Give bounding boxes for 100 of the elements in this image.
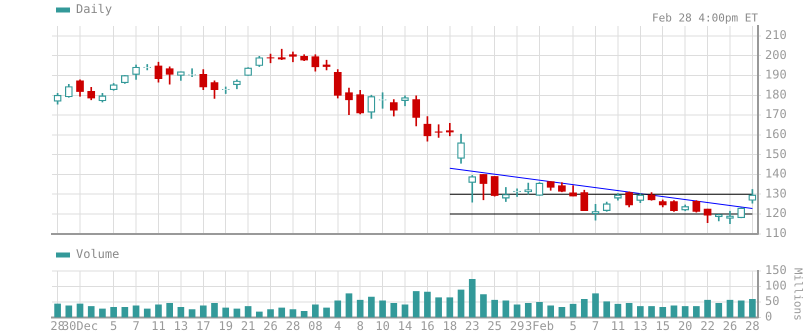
bar [54, 304, 61, 318]
bar [155, 304, 162, 318]
bar [458, 290, 464, 318]
x-tick-label: 28 [286, 318, 300, 333]
bar [704, 300, 711, 318]
bar [110, 307, 117, 318]
bar [200, 305, 207, 318]
x-tick-label: 28 [745, 318, 760, 333]
bar [726, 300, 734, 318]
y-tick-label: 150 [765, 146, 787, 161]
y-tick-label: 160 [765, 126, 787, 141]
x-tick-label: 11 [610, 318, 626, 333]
bar [132, 305, 140, 318]
x-tick-label: 8 [356, 318, 364, 333]
x-tick-label: 17 [196, 318, 211, 333]
bar [480, 294, 487, 318]
bar [570, 304, 576, 318]
bar [222, 308, 230, 318]
bar [603, 301, 610, 318]
bar [749, 298, 756, 318]
x-tick-label: 7 [592, 318, 600, 333]
legend-label: Daily [76, 2, 112, 16]
x-tick-label: 3Feb [525, 318, 554, 333]
candlestick [592, 204, 600, 220]
bar [267, 309, 274, 318]
x-tick-label: 14 [398, 318, 412, 333]
bar [524, 302, 532, 318]
bar [412, 291, 420, 318]
bar [278, 308, 286, 318]
bar [536, 302, 543, 318]
x-tick-label: 10 [375, 318, 390, 333]
x-tick-label: 4 [334, 318, 342, 333]
bar [637, 306, 644, 318]
y-tick-label: 210 [765, 28, 787, 42]
bar [122, 307, 128, 318]
x-tick-label: 20 [678, 318, 692, 333]
bar [256, 312, 263, 318]
bar [379, 300, 386, 318]
bar [670, 305, 678, 318]
bar [402, 304, 408, 318]
y-tick-label: 100 [765, 278, 787, 293]
bar [682, 306, 688, 318]
x-tick-label: 29 [510, 318, 524, 333]
bar [435, 297, 442, 318]
y-tick-label: 120 [765, 206, 787, 220]
bar [166, 302, 173, 318]
bar [390, 302, 398, 318]
x-tick-label: 13 [633, 318, 648, 333]
bar [547, 305, 554, 318]
bar [693, 306, 700, 318]
y-tick-label: 140 [765, 166, 787, 181]
y-tick-label: 110 [765, 226, 787, 240]
bar [88, 306, 95, 318]
bar [580, 298, 588, 318]
bar [356, 300, 364, 318]
candlestick [322, 60, 330, 70]
y-tick-label: 130 [765, 186, 787, 200]
bar [468, 279, 476, 318]
x-tick-label: 11 [151, 318, 166, 333]
bar [368, 296, 375, 318]
x-tick-label: 19 [218, 318, 233, 333]
bar [323, 308, 330, 318]
y-tick-label: 50 [765, 294, 780, 308]
bar [614, 304, 622, 318]
x-tick-label: 08 [308, 318, 323, 333]
legend-label: Volume [76, 247, 120, 262]
bar [738, 300, 745, 318]
bar [178, 307, 184, 318]
y-tick-label: 170 [765, 107, 787, 122]
bar [446, 297, 454, 318]
bar [312, 304, 319, 318]
bar [424, 292, 431, 318]
bar [211, 302, 218, 318]
bar [648, 306, 655, 318]
x-tick-label: 5 [569, 318, 577, 333]
bar [290, 309, 296, 318]
y-tick-label: 150 [765, 263, 787, 278]
candlestick [513, 188, 521, 197]
x-tick-label: 26 [722, 318, 738, 333]
x-tick-label: 7 [132, 318, 140, 333]
bar [244, 306, 252, 318]
bar [346, 293, 352, 318]
y-tick-label: 0 [765, 310, 772, 324]
x-tick-label: 26 [263, 318, 278, 333]
y-tick-label: 190 [765, 68, 787, 82]
text: Feb 28 4:00pm ET [652, 11, 758, 24]
y-axis-title: Millions [792, 268, 804, 321]
x-tick-label: 5 [110, 318, 118, 333]
bar [626, 302, 632, 318]
bar [99, 308, 106, 318]
x-tick-label: 21 [240, 318, 256, 333]
bar [334, 300, 342, 318]
bar [76, 304, 84, 318]
x-tick-label: 18 [442, 318, 458, 333]
candlestick [266, 54, 274, 64]
x-tick-label: 23 [465, 318, 480, 333]
bar [592, 293, 599, 318]
bar [502, 300, 510, 318]
bar [558, 307, 566, 318]
x-tick-label: 22 [700, 318, 715, 333]
